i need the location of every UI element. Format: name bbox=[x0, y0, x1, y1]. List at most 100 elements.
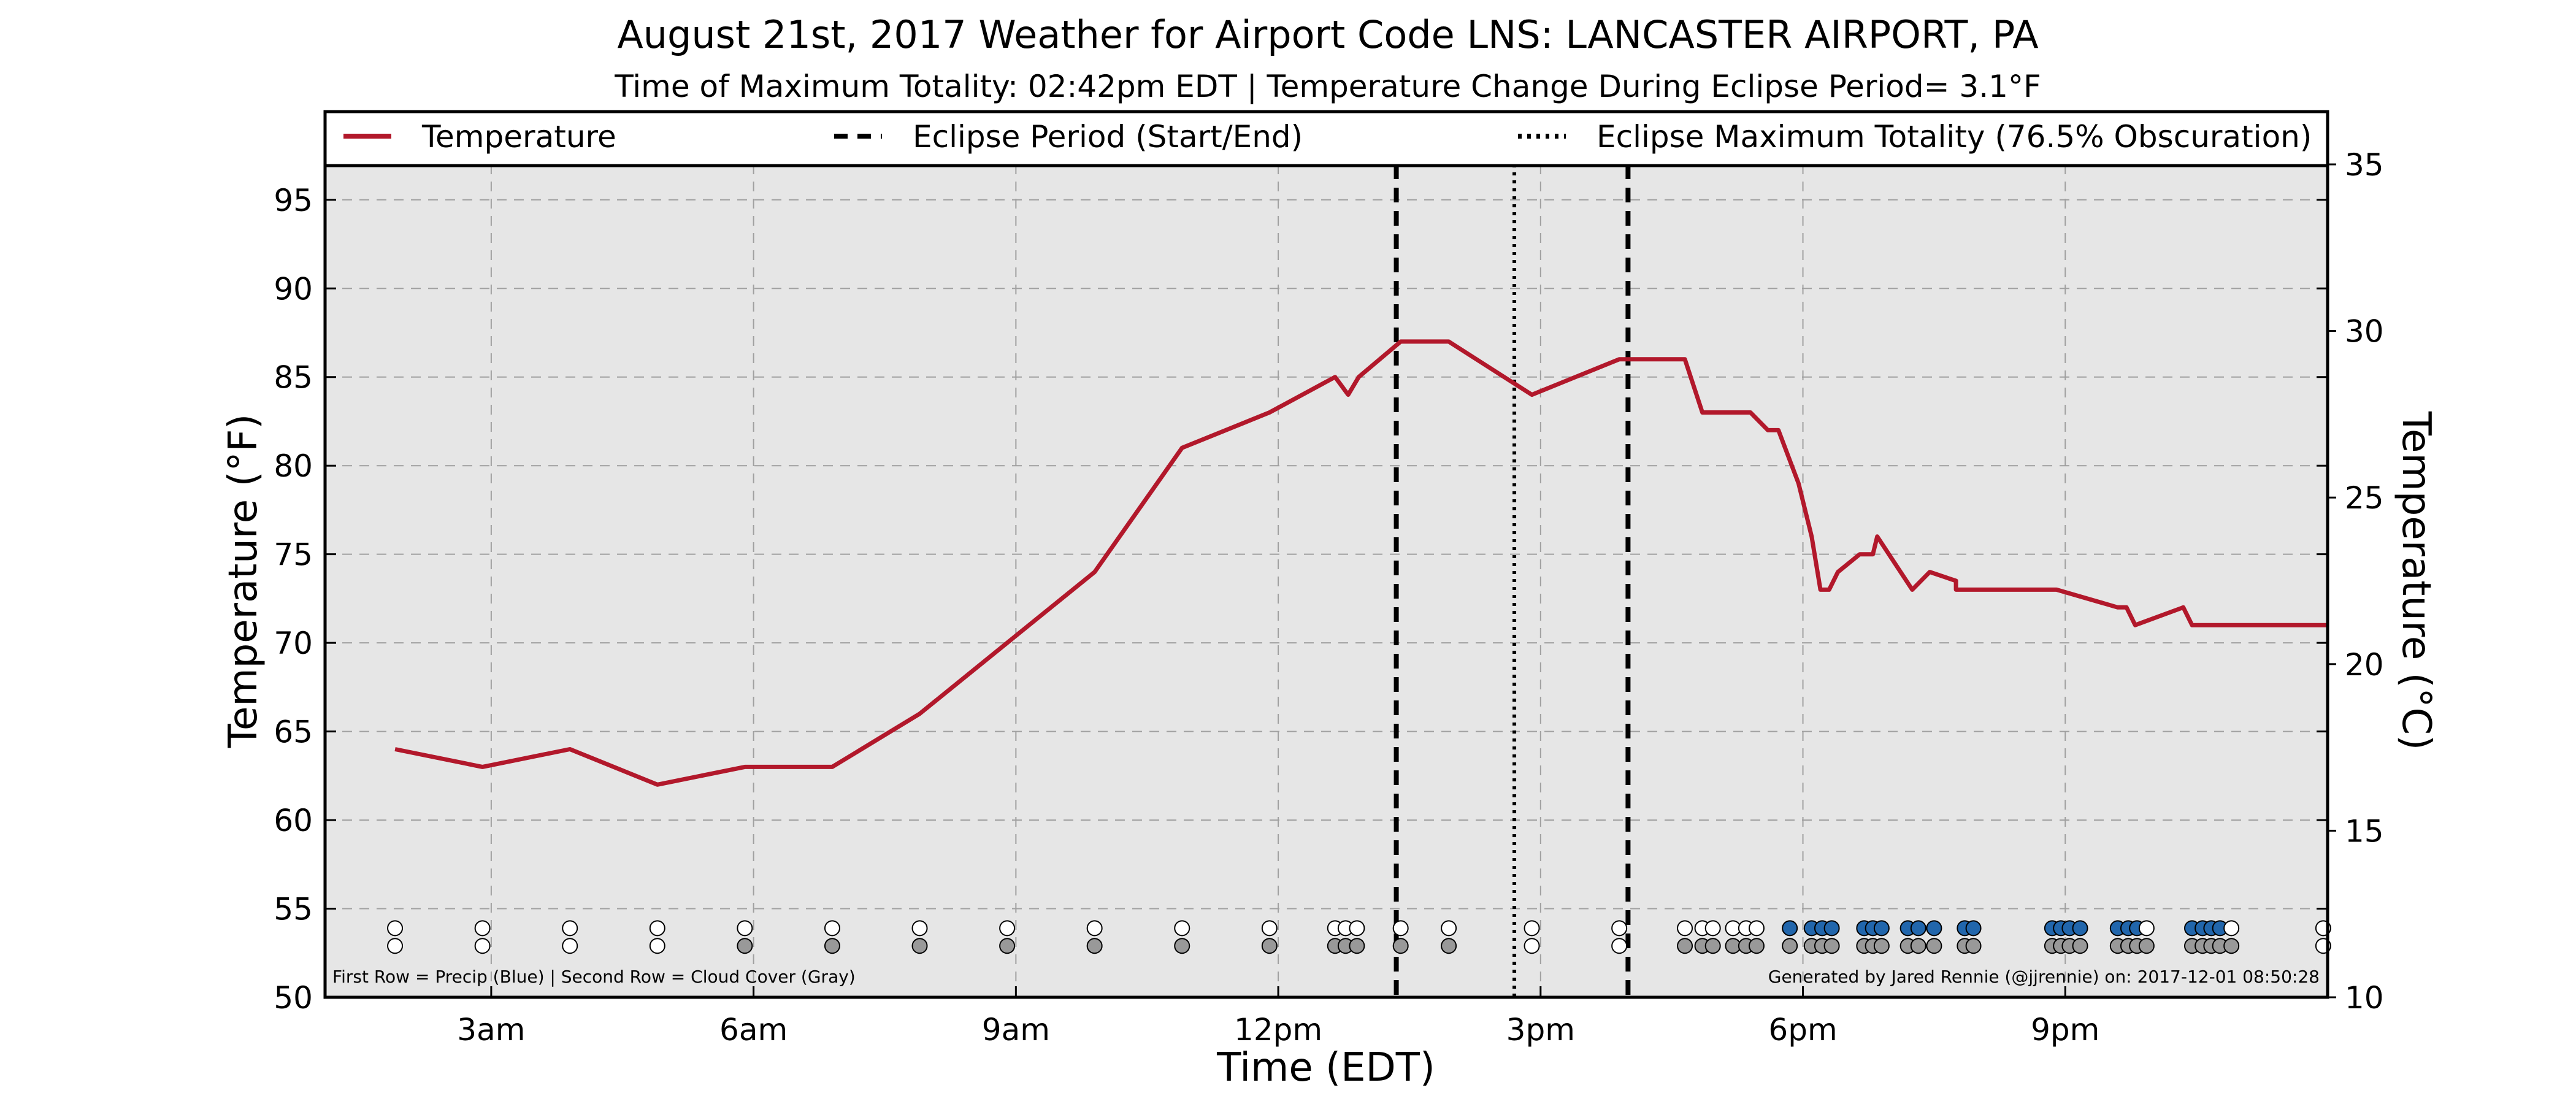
precip-dot bbox=[2138, 920, 2155, 937]
cloud-cover-dot bbox=[999, 938, 1016, 954]
x-tick-label: 9pm bbox=[2031, 1012, 2099, 1048]
cloud-cover-dot bbox=[562, 938, 578, 954]
precip-dot bbox=[649, 920, 665, 937]
cloud-cover-dot bbox=[1965, 938, 1982, 954]
precip-dot bbox=[999, 920, 1016, 937]
legend-box bbox=[323, 110, 2329, 167]
y-tick-label: 80 bbox=[274, 448, 313, 484]
precip-dot bbox=[1392, 920, 1409, 937]
y-tick-label: 65 bbox=[274, 715, 313, 750]
y-tick-label: 85 bbox=[274, 360, 313, 396]
x-tick-label: 3am bbox=[457, 1012, 525, 1048]
legend-label-eclipse-period: Eclipse Period (Start/End) bbox=[913, 119, 1303, 155]
legend-label-max-totality: Eclipse Maximum Totality (76.5% Obscurat… bbox=[1597, 119, 2312, 155]
precip-dot bbox=[824, 920, 840, 937]
x-tick-label: 6pm bbox=[1768, 1012, 1837, 1048]
y-axis-right-ticks: 10 15 20 25 30 35 bbox=[2328, 147, 2384, 1016]
precip-dot bbox=[1261, 920, 1278, 937]
cloud-cover-dot bbox=[1441, 938, 1457, 954]
cloud-cover-dot bbox=[1392, 938, 1409, 954]
series-layer bbox=[394, 339, 2328, 787]
cloud-cover-dot bbox=[1524, 938, 1540, 954]
chart-subtitle: Time of Maximum Totality: 02:42pm EDT | … bbox=[614, 69, 2041, 104]
precip-dot bbox=[1086, 920, 1103, 937]
precip-dot bbox=[1782, 920, 1798, 937]
precip-dot bbox=[1965, 920, 1982, 937]
x-tick-label: 3pm bbox=[1506, 1012, 1575, 1048]
precip-dot bbox=[1441, 920, 1457, 937]
cloud-cover-dot bbox=[911, 938, 928, 954]
chart-title: August 21st, 2017 Weather for Airport Co… bbox=[617, 12, 2038, 57]
precip-dot bbox=[1823, 920, 1840, 937]
cloud-cover-dot bbox=[1349, 938, 1365, 954]
y-tick-label: 90 bbox=[274, 271, 313, 307]
y-axis-right-label: Temperature (°C) bbox=[2393, 411, 2439, 750]
cloud-cover-dot bbox=[649, 938, 665, 954]
observation-dots bbox=[387, 920, 2331, 954]
cloud-cover-dot bbox=[387, 938, 404, 954]
y-tick-label: 50 bbox=[274, 980, 313, 1016]
cloud-cover-dot bbox=[1823, 938, 1840, 954]
cloud-cover-dot bbox=[474, 938, 491, 954]
cloud-cover-dot bbox=[1086, 938, 1103, 954]
cloud-cover-dot bbox=[1611, 938, 1628, 954]
y-right-tick-label: 35 bbox=[2345, 147, 2384, 183]
footnote-left: First Row = Precip (Blue) | Second Row =… bbox=[332, 967, 856, 987]
cloud-cover-dot bbox=[824, 938, 840, 954]
cloud-cover-dot bbox=[1174, 938, 1190, 954]
x-tick-label: 12pm bbox=[1234, 1012, 1322, 1048]
precip-dot bbox=[562, 920, 578, 937]
y-axis-left-ticks: 50 55 60 65 70 75 80 85 90 95 bbox=[274, 183, 2328, 1016]
cloud-cover-dot bbox=[1782, 938, 1798, 954]
x-tick-label: 9am bbox=[982, 1012, 1050, 1048]
precip-dot bbox=[1611, 920, 1628, 937]
cloud-cover-dot bbox=[2138, 938, 2155, 954]
precip-dot bbox=[1524, 920, 1540, 937]
precip-dot bbox=[1910, 920, 1926, 937]
precip-dot bbox=[1748, 920, 1765, 937]
grid-lines bbox=[325, 164, 2328, 997]
precip-dot bbox=[1174, 920, 1190, 937]
cloud-cover-dot bbox=[1261, 938, 1278, 954]
temperature-series-line bbox=[394, 339, 2328, 787]
cloud-cover-dot bbox=[1704, 938, 1721, 954]
y-right-tick-label: 20 bbox=[2345, 647, 2384, 683]
precip-dot bbox=[1873, 920, 1890, 937]
plot-area bbox=[325, 164, 2328, 997]
x-tick-label: 6am bbox=[719, 1012, 788, 1048]
precip-dot bbox=[2072, 920, 2088, 937]
precip-dot bbox=[1677, 920, 1693, 937]
y-right-tick-label: 30 bbox=[2345, 314, 2384, 350]
y-right-tick-label: 15 bbox=[2345, 813, 2384, 849]
precip-dot bbox=[2223, 920, 2240, 937]
y-right-tick-label: 10 bbox=[2345, 980, 2384, 1016]
legend-label-temperature: Temperature bbox=[421, 119, 616, 155]
y-right-tick-label: 25 bbox=[2345, 480, 2384, 516]
precip-dot bbox=[1926, 920, 1942, 937]
x-axis-ticks: 3am 6am 9am 12pm 3pm 6pm 9pm bbox=[457, 986, 2099, 1048]
precip-dot bbox=[474, 920, 491, 937]
y-tick-label: 60 bbox=[274, 803, 313, 838]
cloud-cover-dot bbox=[2223, 938, 2240, 954]
cloud-cover-dot bbox=[737, 938, 753, 954]
cloud-cover-dot bbox=[2072, 938, 2088, 954]
cloud-cover-dot bbox=[1873, 938, 1890, 954]
precip-dot bbox=[1349, 920, 1365, 937]
cloud-cover-dot bbox=[1926, 938, 1942, 954]
precip-dot bbox=[387, 920, 404, 937]
y-axis-left-label: Temperature (°F) bbox=[221, 414, 266, 749]
footnote-right: Generated by Jared Rennie (@jjrennie) on… bbox=[1768, 967, 2320, 987]
y-tick-label: 55 bbox=[274, 892, 313, 927]
cloud-cover-dot bbox=[1677, 938, 1693, 954]
cloud-cover-dot bbox=[1748, 938, 1765, 954]
cloud-cover-dot bbox=[1910, 938, 1926, 954]
y-tick-label: 70 bbox=[274, 626, 313, 661]
precip-dot bbox=[737, 920, 753, 937]
legend: Temperature Eclipse Period (Start/End) E… bbox=[323, 110, 2329, 167]
precip-dot bbox=[911, 920, 928, 937]
x-axis-label: Time (EDT) bbox=[1216, 1045, 1435, 1091]
y-tick-label: 75 bbox=[274, 537, 313, 573]
eclipse-markers bbox=[1393, 164, 1631, 997]
y-tick-label: 95 bbox=[274, 183, 313, 218]
